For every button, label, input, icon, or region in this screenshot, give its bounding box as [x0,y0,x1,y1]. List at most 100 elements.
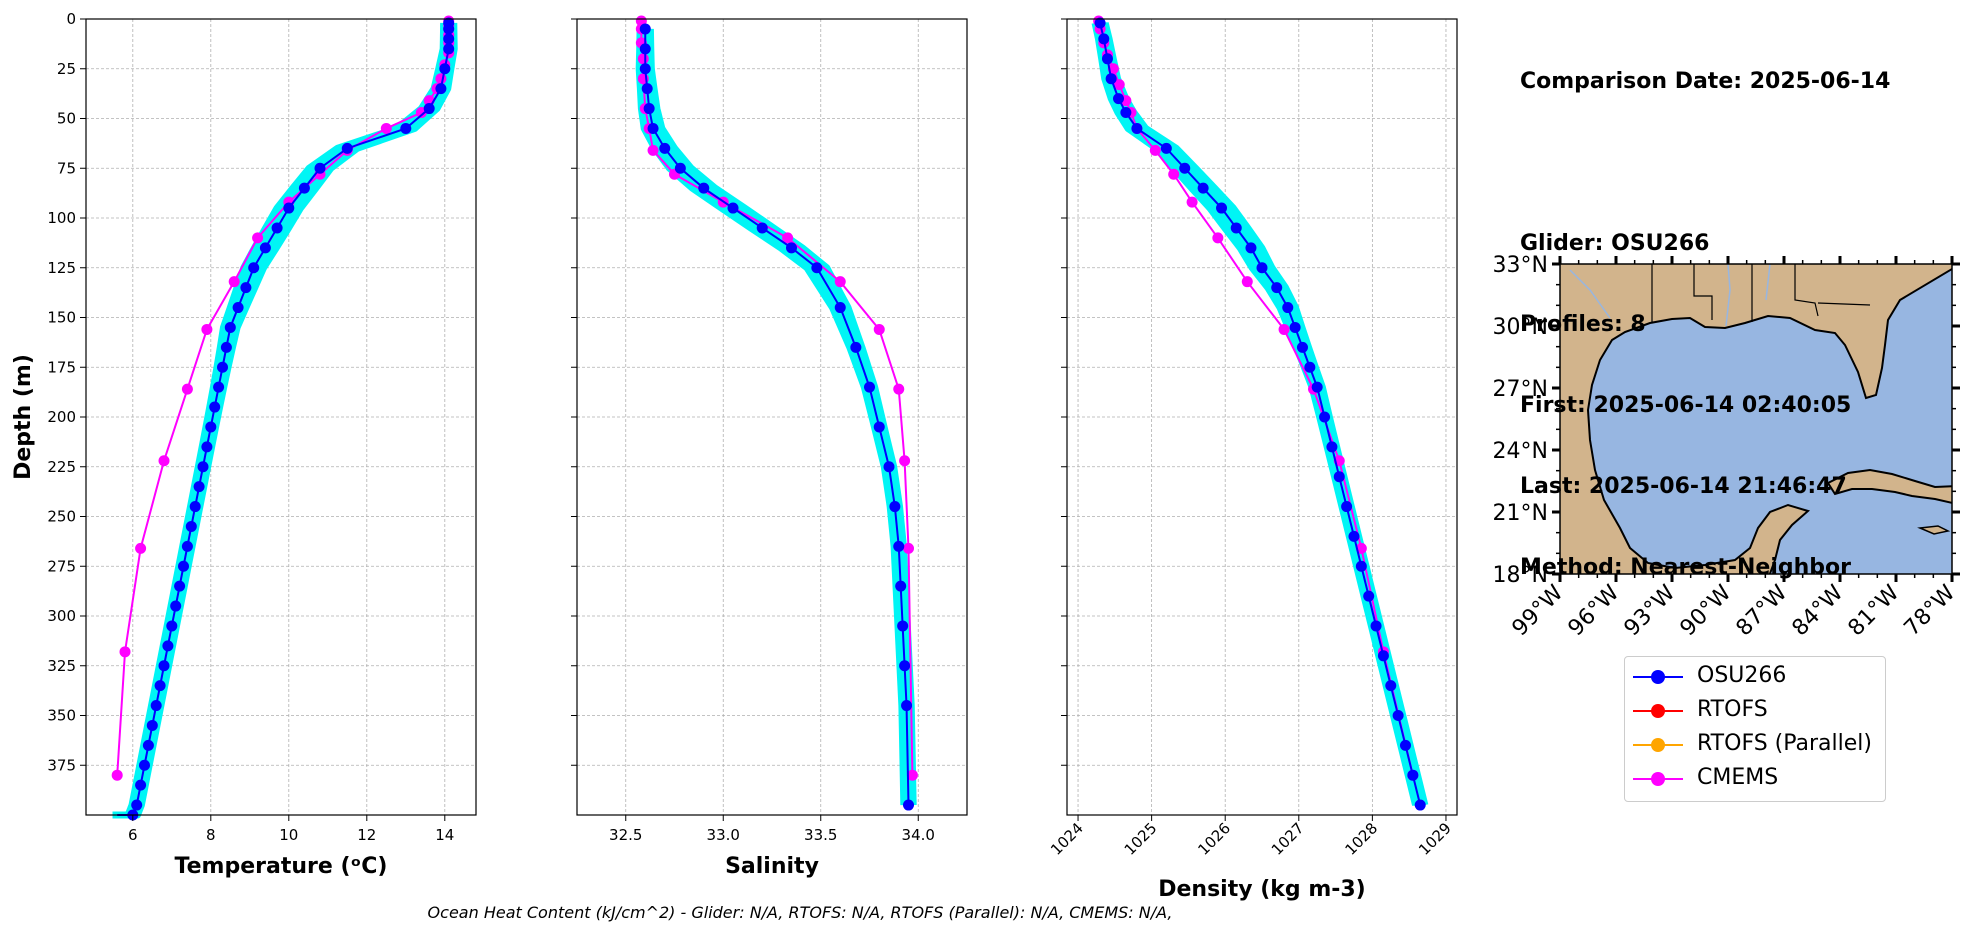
gulf-map: 33°N30°N27°N24°N21°N18°N99°W96°W93°W90°W… [1493,253,1961,641]
data-point [864,381,875,393]
data-point [119,646,131,658]
data-point [193,481,205,493]
data-point [786,242,797,254]
series-cmems [635,15,918,781]
data-point [1245,242,1257,254]
data-point [189,501,201,513]
y-tick-label: 200 [47,408,76,426]
data-point [906,769,918,781]
series-line-osu266 [117,22,450,816]
panel-2: 1024 1025 1026 1027 1028 1029 Density (kg m-3) [1047,15,1458,902]
data-point [1212,232,1224,244]
data-point [111,769,123,781]
map-rivers [1569,264,1771,327]
data-point [435,83,447,95]
glider-profile-cloud [1091,22,1429,806]
map-borders [1651,264,1871,322]
data-point [213,381,225,393]
data-point [224,321,236,333]
data-point [899,660,911,672]
map-land-north [1560,264,1952,574]
data-point [135,542,147,554]
data-point [232,302,244,314]
data-point [1113,93,1125,105]
glider-profile-7 [1101,22,1429,806]
data-point [1105,73,1117,85]
lat-tick-label: 30°N [1493,315,1548,340]
y-tick-label: 375 [47,756,76,774]
x-tick-label: 14 [435,826,454,844]
panel-0: 6 8 10 12 14 0 25 50 75 100 125 150 175 200 225 250 275 3… [11,10,477,879]
data-point [283,202,295,214]
data-point [1348,530,1360,542]
data-point [248,262,260,274]
data-point [782,232,794,244]
data-point [1333,471,1345,483]
glider-profile-cloud [635,28,917,806]
data-point [158,455,170,467]
data-point [181,383,193,395]
y-tick-label: 75 [57,159,76,177]
data-point [1131,122,1143,134]
data-point [1113,79,1125,91]
info-glider: Glider: OSU266 [1520,231,1710,256]
data-point [1271,282,1283,294]
data-point [727,202,739,214]
data-point [873,421,885,433]
data-point [271,222,283,234]
data-point [1241,276,1253,288]
data-point [903,799,914,811]
x-tick-label: 8 [206,826,216,844]
data-point [142,739,154,751]
data-point [1296,341,1308,353]
x-tick-label: 33.5 [804,826,837,844]
data-point [139,759,150,771]
data-point [1160,142,1172,154]
lat-tick-label: 21°N [1493,501,1548,526]
data-point [647,122,659,134]
panel-1: 32.5 33.0 33.5 34.0 Salinity [571,15,968,879]
y-tick-label: 150 [47,309,76,327]
data-point [150,700,162,712]
data-point [834,276,846,288]
data-point [423,103,435,115]
x-tick-label: 10 [279,826,298,844]
data-point [1377,650,1389,662]
data-point [834,302,846,314]
data-point [240,282,252,294]
lat-tick-label: 18°N [1493,563,1548,588]
glider-profile-7 [121,22,458,819]
data-point [400,122,412,134]
x-tick-label: 32.5 [609,826,642,844]
data-point [1370,620,1382,632]
data-point [1414,799,1426,811]
data-point [1101,53,1113,65]
data-point [1120,107,1132,119]
data-point [252,232,264,244]
data-point [647,144,659,156]
x-tick-label: 1025 [1121,819,1161,859]
data-point [443,33,455,45]
x-tick-label: 12 [357,826,376,844]
grid-lines [86,18,476,815]
data-point [146,719,158,731]
info-spacer [1520,149,1890,176]
y-tick-label: 25 [57,60,76,78]
x-tick-label: 1026 [1194,819,1234,859]
data-point [1399,739,1411,751]
info-first: First: 2025-06-14 02:40:05 [1520,393,1852,418]
data-point [698,182,710,194]
data-point [185,520,197,532]
data-point [641,83,653,95]
data-point [209,401,221,413]
data-point [435,73,447,85]
x-tick-label: 1028 [1341,819,1381,859]
data-point [166,620,178,632]
data-point [674,162,686,174]
legend-item-rtofs-parallel: RTOFS (Parallel) [1625,728,1885,762]
data-point [897,620,909,632]
data-point [174,580,186,592]
data-point [1098,33,1110,45]
series-osu266 [1094,17,1426,811]
